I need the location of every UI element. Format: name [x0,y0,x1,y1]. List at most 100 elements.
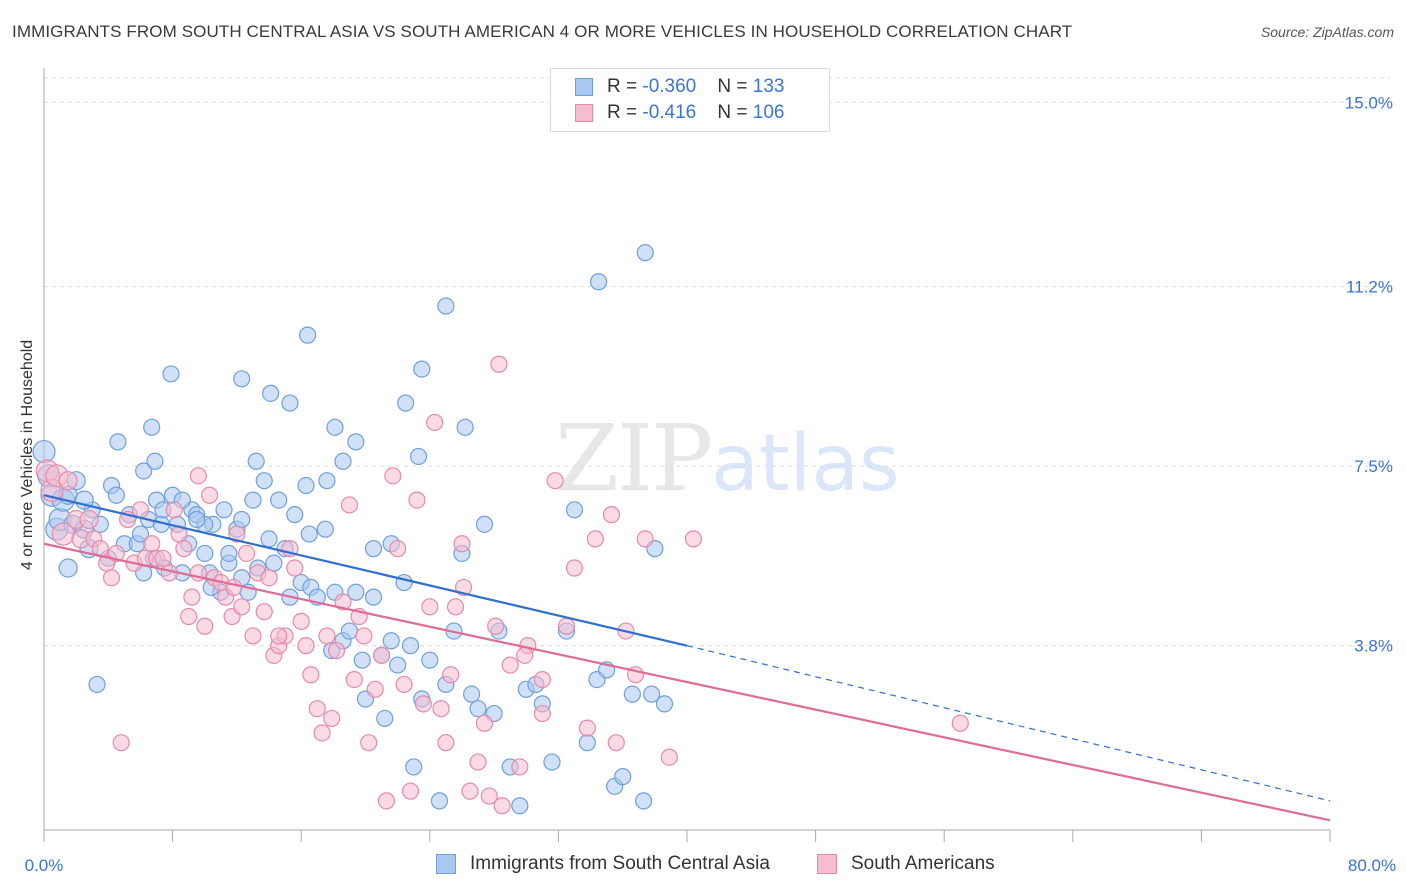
point-south-central-asia [340,622,359,640]
point-south-central-asia [636,244,654,262]
point-south-american [636,530,654,548]
point-south-central-asia [634,792,653,810]
point-south-american [297,637,315,655]
point-south-american [255,603,273,621]
point-south-american [408,491,426,509]
point-south-central-asia [300,525,318,543]
point-south-central-asia [364,588,383,606]
point-south-american [196,617,214,635]
point-south-american [501,656,519,674]
legend-n-label: N = [717,102,753,123]
point-south-american [366,680,384,698]
point-south-american [475,714,494,732]
point-south-american [237,544,256,563]
legend-r-value: -0.416 [642,102,697,123]
point-south-central-asia [297,476,315,495]
chart-title: IMMIGRANTS FROM SOUTH CENTRAL ASIA VS SO… [12,22,1073,41]
legend-n-value: 133 [752,76,785,97]
point-south-central-asia [405,758,423,776]
legend-label-south-central-asia: Immigrants from South Central Asia [470,853,770,874]
point-south-central-asia [543,753,561,771]
point-south-american [345,670,363,689]
x-tick-label-max: 80.0% [1348,856,1396,875]
point-south-american [684,530,703,548]
blue-legend-swatch [436,854,456,874]
point-south-central-asia [255,472,273,490]
point-south-central-asia [353,651,371,669]
point-south-american [453,535,471,553]
point-south-american [302,666,320,684]
point-south-central-asia [286,506,304,524]
correlation-legend: R = -0.360 N = 133 R = -0.416 N = 106 [550,68,830,132]
point-south-central-asia [244,491,262,509]
point-south-american [292,612,310,630]
point-south-american [308,700,326,718]
point-south-central-asia [347,583,365,601]
point-south-central-asia [143,418,161,436]
point-south-american [426,413,444,432]
trend-line-south-central-asia [43,494,688,647]
point-south-american [189,467,207,485]
point-south-central-asia [107,486,125,504]
point-south-central-asia [462,685,481,703]
point-south-central-asia [511,797,529,815]
point-south-american [401,782,420,800]
point-south-central-asia [623,685,641,703]
point-south-american [323,709,341,728]
point-south-central-asia [58,558,78,578]
legend-r-label: R = [607,76,643,97]
point-south-central-asia [299,326,317,344]
point-south-central-asia [162,365,180,383]
point-south-central-asia [196,544,214,563]
point-south-american [546,472,564,490]
point-south-american [244,627,262,645]
point-south-central-asia [220,544,238,563]
point-south-american [154,549,172,567]
legend-r-value: -0.360 [642,76,697,97]
point-south-american [327,641,346,660]
pink-legend-swatch [817,854,837,874]
point-south-central-asia [347,433,365,451]
point-south-central-asia [334,452,352,470]
point-south-central-asia [270,491,288,509]
point-south-central-asia [643,685,661,703]
point-south-american [58,471,78,491]
point-south-american [442,666,460,684]
point-south-american [355,627,373,645]
point-south-central-asia [316,520,334,538]
point-south-central-asia [397,394,415,412]
point-south-american [389,540,407,558]
point-south-central-asia [131,525,150,543]
point-south-american [461,782,479,800]
legend-r-label: R = [607,102,643,123]
point-south-american [487,617,505,635]
point-south-central-asia [589,273,608,291]
point-south-american [260,569,278,587]
point-south-central-asia [469,700,487,718]
point-south-american [102,569,121,587]
point-south-american [493,797,511,815]
point-south-american [79,509,99,530]
point-south-american [228,525,246,543]
point-south-american [951,714,969,732]
point-south-central-asia [109,433,127,451]
point-south-american [557,617,576,635]
point-south-central-asia [364,540,383,558]
point-south-american [165,501,183,519]
legend-n-label: N = [717,76,753,97]
point-south-central-asia [262,384,280,402]
point-south-central-asia [395,573,413,592]
point-south-american [334,593,352,611]
point-south-american [421,598,439,616]
point-south-central-asia [146,452,164,470]
point-south-american [578,719,596,737]
point-south-american [586,530,604,548]
y-tick-label: 15.0% [1345,93,1393,112]
point-south-american [360,734,378,752]
point-south-american [602,506,621,524]
point-south-central-asia [614,768,632,786]
point-south-american [286,559,304,577]
point-south-american [175,540,193,558]
point-south-american [372,646,391,664]
y-tick-label: 11.2% [1346,278,1393,297]
